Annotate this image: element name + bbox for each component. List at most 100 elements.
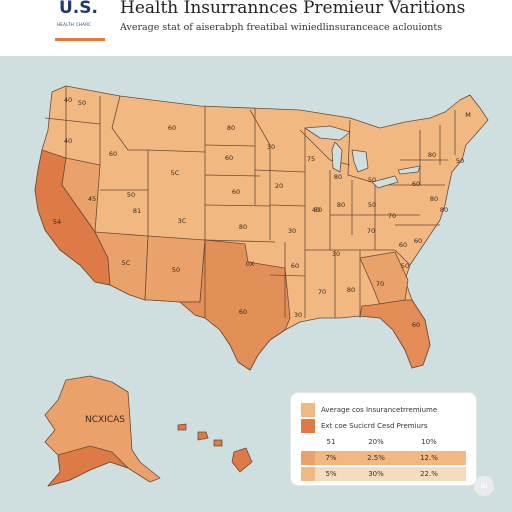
state-value-label: 60 [231, 188, 241, 196]
state-value-label: 80 [336, 201, 346, 209]
state-value-label: 5C [121, 259, 131, 267]
great-lakes [304, 125, 351, 141]
legend: Average cos Insurancetrremiume Ext coe S… [290, 392, 477, 486]
state-border [347, 119, 373, 183]
great-lakes [371, 175, 399, 189]
state-value-label: 45 [87, 195, 97, 203]
logo-text: U.S. [59, 0, 98, 18]
state-border [44, 117, 101, 125]
great-lakes [351, 149, 369, 173]
state-value-label: 70 [387, 212, 397, 220]
legend-value: 22.% [420, 470, 438, 478]
state-value-label: 75 [306, 155, 316, 163]
legend-value: 5% [325, 470, 337, 478]
legend-row: Ext coe Sucicrd Cesd Premiurs [301, 419, 466, 433]
state-value-label: 50 [171, 266, 181, 274]
legend-row: 7% 2.5% 12.% [301, 451, 466, 465]
state-texas [179, 239, 291, 371]
state-value-label: 30 [287, 227, 297, 235]
alaska-label: NCXICAS [85, 415, 125, 425]
state-value-label: 50 [367, 201, 377, 209]
state-value-label: 70 [375, 280, 385, 288]
legend-value: 51 [326, 438, 336, 446]
legend-swatch [301, 419, 315, 433]
state-value-label: 80 [427, 151, 437, 159]
state-value-label: 54 [52, 218, 62, 226]
state-value-label: 80 [226, 124, 236, 132]
state-value-label: 30 [293, 311, 303, 319]
great-lakes [397, 165, 421, 175]
state-value-label: 60 [224, 154, 234, 162]
state-value-label: 70 [366, 227, 376, 235]
state-value-label: 50 [455, 157, 465, 165]
legend-row: Average cos Insurancetrremiume [301, 403, 466, 417]
legend-values: 51 20% 10% [321, 435, 473, 449]
state-value-label: 60 [398, 241, 408, 249]
page-header: U.S. HEALTH CHARC Health Insurrannces Pr… [0, 0, 512, 56]
state-value-label: 40 [63, 137, 73, 145]
legend-value: 2.5% [367, 454, 385, 462]
state-value-label: 5C [170, 169, 180, 177]
state-value-label: 80 [346, 286, 356, 294]
legend-swatch [301, 403, 315, 417]
legend-value: 20% [368, 438, 384, 446]
state-border [204, 144, 256, 147]
state-value-label: 40 [311, 206, 321, 214]
state-value-label: 80 [439, 206, 449, 214]
state-value-label: 50 [77, 99, 87, 107]
state-florida [359, 299, 431, 369]
state-value-label: 40 [63, 96, 73, 104]
state-value-label: 80 [333, 173, 343, 181]
legend-label: Ext coe Sucicrd Cesd Premiurs [321, 422, 428, 430]
alaska-south [47, 445, 129, 487]
state-value-label: 80 [429, 195, 439, 203]
state-border [299, 129, 331, 161]
state-value-label: 60 [108, 150, 118, 158]
state-border [111, 95, 149, 236]
hawaii-island [231, 447, 253, 473]
state-value-label: 0X [245, 260, 255, 268]
state-value-label: 60 [290, 262, 300, 270]
legend-value: 12.% [420, 454, 438, 462]
logo-subtext: HEALTH CHARC [57, 22, 92, 27]
ai-badge: ai [474, 476, 494, 496]
state-value-label: 60 [411, 321, 421, 329]
state-value-label: M [465, 111, 471, 119]
state-border [204, 204, 271, 207]
state-value-label: 20 [274, 182, 284, 190]
legend-swatch [301, 467, 315, 481]
page-subtitle: Average stat of aiserabph freatibal wini… [120, 22, 443, 33]
legend-value: 10% [421, 438, 437, 446]
state-value-label: 80 [238, 223, 248, 231]
us-health-logo: U.S. HEALTH CHARC [55, 0, 105, 41]
state-value-label: 60 [238, 308, 248, 316]
state-border [147, 149, 206, 153]
state-value-label: 30 [266, 143, 276, 151]
legend-row: 51 20% 10% [301, 435, 466, 449]
state-border [254, 169, 306, 173]
state-value-label: 60 [411, 180, 421, 188]
state-value-label: 60 [167, 124, 177, 132]
hawaii-island [213, 439, 223, 447]
hawaii-island [197, 431, 209, 441]
state-value-label: 30 [331, 250, 341, 258]
state-border [269, 204, 306, 207]
state-value-label: 30 [313, 206, 323, 214]
legend-value: 30% [368, 470, 384, 478]
legend-values: 5% 30% 22.% [321, 467, 473, 481]
state-border [269, 274, 306, 277]
state-border [204, 239, 276, 243]
legend-swatch [301, 451, 315, 465]
state-border [204, 174, 261, 177]
state-border [249, 109, 271, 240]
legend-value: 7% [325, 454, 337, 462]
legend-values: 7% 2.5% 12.% [321, 451, 473, 465]
state-value-label: 3C [177, 217, 187, 225]
state-value-label: 50 [126, 191, 136, 199]
hawaii-island [177, 423, 187, 431]
state-value-label: 50 [400, 262, 410, 270]
state-value-label: 50 [367, 176, 377, 184]
state-border [394, 249, 411, 266]
state-value-label: 81 [132, 207, 142, 215]
